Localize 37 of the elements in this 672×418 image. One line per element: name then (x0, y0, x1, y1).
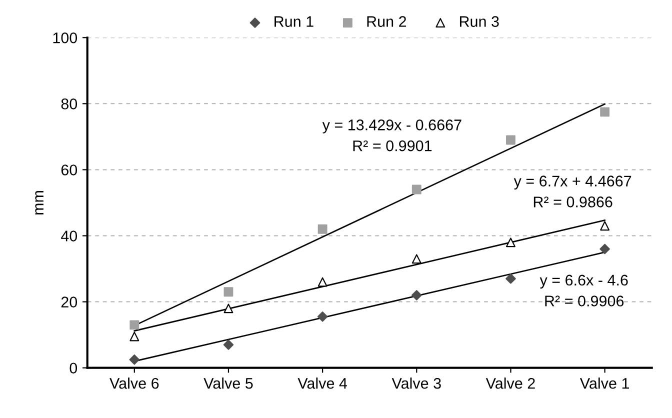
point (318, 277, 328, 287)
legend-label: Run 1 (274, 16, 314, 27)
y-tick-label: 80 (61, 98, 78, 110)
x-tick-label: Valve 1 (580, 378, 629, 389)
x-tick-label: Valve 2 (486, 378, 535, 389)
y-tick-label: 100 (53, 32, 78, 44)
x-tick-label: Valve 4 (298, 378, 348, 389)
point (130, 320, 140, 330)
point (129, 354, 140, 365)
x-tick-label: Valve 5 (204, 378, 253, 389)
legend-label: Run 3 (460, 16, 499, 27)
point (412, 254, 422, 264)
annotation: y = 6.7x + 4.4667 R² = 0.9866 (514, 176, 632, 208)
point (506, 274, 516, 284)
point (506, 238, 516, 248)
point (600, 107, 610, 117)
point (412, 184, 422, 194)
y-tick-label: 40 (60, 230, 78, 242)
point (506, 135, 516, 145)
point (317, 311, 328, 322)
point (600, 221, 610, 231)
legend-label: Run 2 (367, 16, 406, 27)
point (223, 340, 234, 350)
point (224, 304, 234, 314)
y-axis-title: mm (35, 191, 44, 214)
y-tick-label: 0 (70, 362, 78, 374)
x-tick-label: Valve 6 (110, 378, 159, 389)
point (224, 287, 234, 297)
annotation: y = 6.6x - 4.6 R² = 0.9906 (540, 274, 628, 306)
point (600, 244, 610, 254)
y-tick-label: 20 (61, 296, 78, 308)
annotation: y = 13.429x - 0.6667 R² = 0.9901 (322, 120, 462, 152)
point (318, 224, 328, 234)
point (411, 290, 422, 300)
point (130, 332, 140, 342)
y-tick-label: 60 (61, 164, 78, 176)
x-tick-label: Valve 3 (392, 378, 441, 389)
